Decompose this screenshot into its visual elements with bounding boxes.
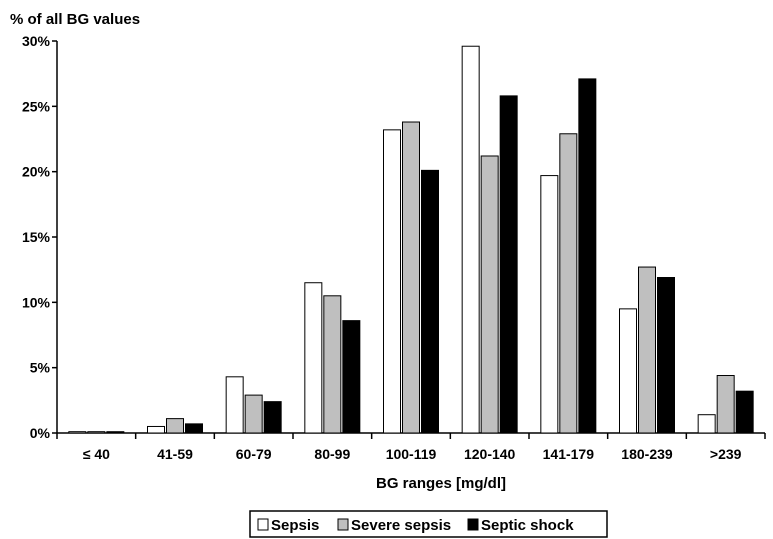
plot-area: 0% 5% 10% 15% 20% 25% 30% ≤ 40 41-59 60-79 80-99 10… bbox=[22, 33, 765, 462]
y-tick-label: 0% bbox=[30, 425, 51, 441]
y-tick-label: 20% bbox=[22, 164, 51, 180]
y-tick-label: 15% bbox=[22, 229, 51, 245]
bar-septic-shock bbox=[343, 321, 360, 433]
bar-severe-sepsis bbox=[324, 296, 341, 433]
x-tick-label: 80-99 bbox=[314, 446, 350, 462]
bar-sepsis bbox=[698, 415, 715, 433]
x-tick-label: 41-59 bbox=[157, 446, 193, 462]
bar-severe-sepsis bbox=[167, 419, 184, 433]
bar-septic-shock bbox=[736, 391, 753, 433]
bar-septic-shock bbox=[107, 432, 124, 433]
bar-septic-shock bbox=[500, 96, 517, 433]
bar-sepsis bbox=[462, 46, 479, 433]
bar-sepsis bbox=[69, 432, 86, 433]
x-tick-label: >239 bbox=[710, 446, 742, 462]
legend-swatch bbox=[468, 519, 478, 530]
bar-septic-shock bbox=[422, 170, 439, 433]
bar-severe-sepsis bbox=[245, 395, 262, 433]
bar-severe-sepsis bbox=[481, 156, 498, 433]
x-tick-label: 60-79 bbox=[236, 446, 272, 462]
y-tick-label: 10% bbox=[22, 294, 51, 310]
legend: Sepsis Severe sepsis Septic shock bbox=[250, 511, 607, 537]
bar-sepsis bbox=[384, 130, 401, 433]
bar-severe-sepsis bbox=[403, 122, 420, 433]
x-axis-title: BG ranges [mg/dl] bbox=[376, 475, 506, 492]
legend-label: Sepsis bbox=[271, 517, 319, 534]
legend-swatch bbox=[338, 519, 348, 530]
bar-septic-shock bbox=[579, 79, 596, 433]
bar-septic-shock bbox=[658, 278, 675, 433]
y-tick-label: 5% bbox=[30, 360, 51, 376]
bar-septic-shock bbox=[264, 402, 281, 433]
x-tick-label: 100-119 bbox=[386, 446, 437, 462]
bar-severe-sepsis bbox=[717, 376, 734, 433]
x-tick-label: ≤ 40 bbox=[83, 446, 110, 462]
y-tick-label: 25% bbox=[22, 98, 51, 114]
bar-septic-shock bbox=[186, 424, 203, 433]
y-axis-title: % of all BG values bbox=[10, 11, 140, 28]
legend-label: Severe sepsis bbox=[351, 517, 451, 534]
bar-sepsis bbox=[541, 176, 558, 433]
bar-sepsis bbox=[226, 377, 243, 433]
x-tick-label: 120-140 bbox=[464, 446, 516, 462]
x-tick-label: 180-239 bbox=[621, 446, 673, 462]
bar-severe-sepsis bbox=[88, 432, 105, 433]
legend-label: Septic shock bbox=[481, 517, 574, 534]
bar-sepsis bbox=[620, 309, 637, 433]
x-tick-label: 141-179 bbox=[543, 446, 595, 462]
bar-severe-sepsis bbox=[639, 267, 656, 433]
legend-swatch bbox=[258, 519, 268, 530]
bar-severe-sepsis bbox=[560, 134, 577, 433]
bar-sepsis bbox=[148, 426, 165, 433]
y-tick-label: 30% bbox=[22, 33, 51, 49]
bar-sepsis bbox=[305, 283, 322, 433]
